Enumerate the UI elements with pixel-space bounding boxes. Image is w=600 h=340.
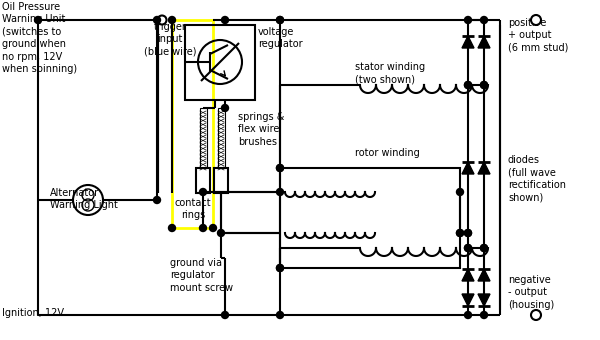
Circle shape [221, 311, 229, 319]
Text: trigger
input
(blue wire): trigger input (blue wire) [144, 22, 196, 57]
Circle shape [154, 17, 161, 23]
Circle shape [154, 197, 161, 204]
Polygon shape [462, 36, 474, 48]
Circle shape [277, 165, 284, 171]
Circle shape [464, 230, 472, 237]
Circle shape [221, 17, 229, 23]
Text: negative
- output
(housing): negative - output (housing) [508, 275, 554, 310]
Text: stator winding
(two shown): stator winding (two shown) [355, 62, 425, 84]
Text: Oil Pressure
Warning Unit
(switches to
ground when
no rpm, 12V
when spinning): Oil Pressure Warning Unit (switches to g… [2, 2, 77, 74]
Text: Alternator
Warning Light: Alternator Warning Light [50, 188, 118, 210]
Circle shape [481, 244, 487, 252]
Circle shape [531, 15, 541, 25]
Text: positive
+ output
(6 mm stud): positive + output (6 mm stud) [508, 18, 568, 53]
Bar [218, 108, 225, 168]
Circle shape [277, 265, 284, 272]
Polygon shape [462, 294, 474, 306]
Circle shape [464, 82, 472, 88]
Circle shape [457, 188, 464, 195]
Circle shape [209, 224, 217, 232]
Circle shape [457, 230, 464, 237]
Circle shape [457, 230, 464, 237]
Circle shape [221, 104, 229, 112]
Circle shape [464, 82, 472, 88]
Circle shape [277, 188, 284, 195]
Text: contact
rings: contact rings [175, 198, 211, 220]
Text: rotor winding: rotor winding [355, 148, 420, 158]
Circle shape [199, 224, 206, 232]
Text: ground via
regulator
mount screw: ground via regulator mount screw [170, 258, 233, 293]
Text: diodes
(full wave
rectification
shown): diodes (full wave rectification shown) [508, 155, 566, 202]
Circle shape [481, 82, 487, 88]
Circle shape [481, 244, 487, 252]
Circle shape [277, 17, 284, 23]
Bar [185, 25, 255, 100]
Circle shape [199, 188, 206, 195]
Circle shape [169, 17, 176, 23]
Circle shape [35, 17, 41, 23]
Circle shape [464, 230, 472, 237]
Circle shape [277, 165, 284, 171]
Bar [196, 168, 210, 193]
Circle shape [277, 265, 284, 272]
Circle shape [464, 311, 472, 319]
Polygon shape [478, 36, 490, 48]
Bar [200, 108, 207, 168]
Polygon shape [478, 269, 490, 281]
Circle shape [464, 17, 472, 23]
Circle shape [481, 311, 487, 319]
Circle shape [157, 16, 167, 24]
Bar [280, 168, 460, 268]
Polygon shape [462, 162, 474, 174]
Polygon shape [478, 294, 490, 306]
Circle shape [218, 230, 224, 237]
Text: Ignition, 12V: Ignition, 12V [2, 308, 64, 318]
Circle shape [464, 244, 472, 252]
Polygon shape [478, 162, 490, 174]
Circle shape [464, 244, 472, 252]
Circle shape [481, 82, 487, 88]
Circle shape [481, 17, 487, 23]
Circle shape [531, 310, 541, 320]
Text: springs &
flex wire
brushes: springs & flex wire brushes [238, 112, 284, 147]
Polygon shape [462, 269, 474, 281]
Circle shape [277, 17, 284, 23]
Circle shape [169, 224, 176, 232]
Text: voltage
regulator: voltage regulator [258, 27, 302, 49]
Bar [214, 168, 228, 193]
Circle shape [277, 311, 284, 319]
